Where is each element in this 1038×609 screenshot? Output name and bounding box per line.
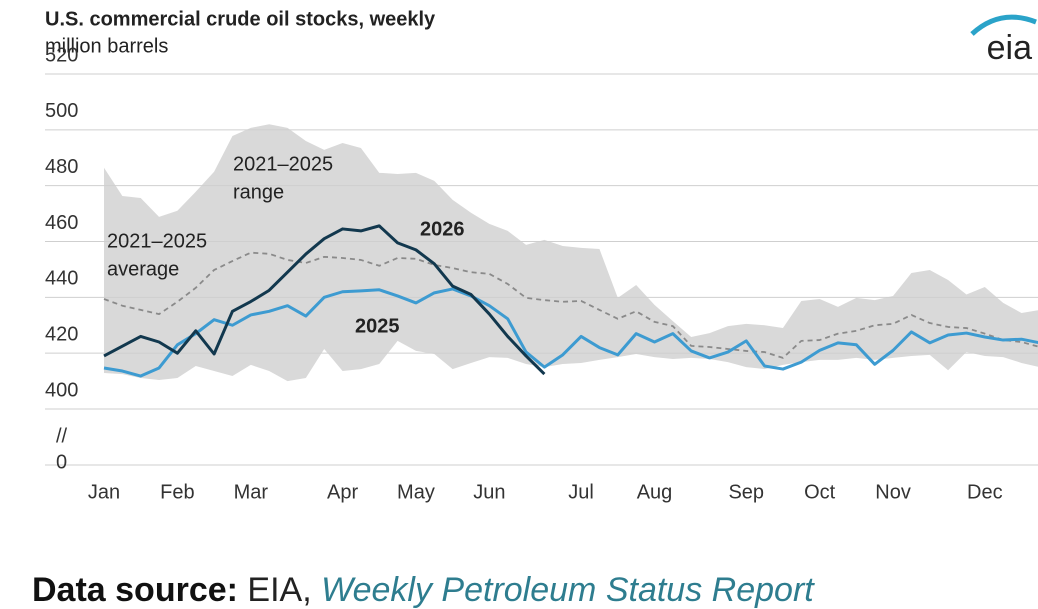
y-tick-label: 480 — [45, 156, 78, 178]
series-label: 2026 — [420, 218, 465, 240]
y-tick-label: 0 — [56, 451, 67, 473]
source-label: Data source: — [32, 571, 238, 609]
x-tick-label: Jul — [568, 481, 594, 503]
chart-subtitle: million barrels — [45, 35, 168, 57]
logo: eia — [987, 29, 1032, 67]
source-report: Weekly Petroleum Status Report — [321, 571, 815, 609]
series-label: average — [107, 258, 179, 280]
x-tick-label: Apr — [327, 481, 358, 503]
series-label: 2025 — [355, 315, 400, 337]
series-label: 2021–2025 — [107, 230, 207, 252]
chart-title: U.S. commercial crude oil stocks, weekly — [45, 8, 436, 30]
source-publisher: EIA, — [247, 571, 311, 609]
x-tick-label: Aug — [637, 481, 673, 503]
series-line — [103, 287, 1038, 378]
x-tick-label: May — [397, 481, 435, 503]
x-tick-label: Dec — [967, 481, 1003, 503]
series-label: 2021–2025 — [233, 153, 333, 175]
x-tick-label: Jan — [88, 481, 120, 503]
y-tick-label: 500 — [45, 100, 78, 122]
x-tick-label: Nov — [875, 481, 911, 503]
logo-swoosh — [970, 14, 1037, 36]
y-tick-label: 420 — [45, 323, 78, 345]
x-tick-label: Mar — [234, 481, 269, 503]
x-tick-label: Jun — [473, 481, 505, 503]
x-tick-label: Feb — [160, 481, 194, 503]
x-tick-label: Oct — [804, 481, 836, 503]
y-tick-label: 400 — [45, 379, 78, 401]
axis-break: // — [56, 425, 68, 447]
range-band — [104, 124, 1038, 382]
source-note: Data source: EIA, Weekly Petroleum Statu… — [32, 571, 815, 609]
series-line — [103, 224, 546, 376]
x-tick-label: Sep — [728, 481, 764, 503]
series-label: range — [233, 181, 284, 203]
y-tick-label: 520 — [45, 44, 78, 66]
y-tick-label: 460 — [45, 212, 78, 234]
y-tick-label: 440 — [45, 268, 78, 290]
